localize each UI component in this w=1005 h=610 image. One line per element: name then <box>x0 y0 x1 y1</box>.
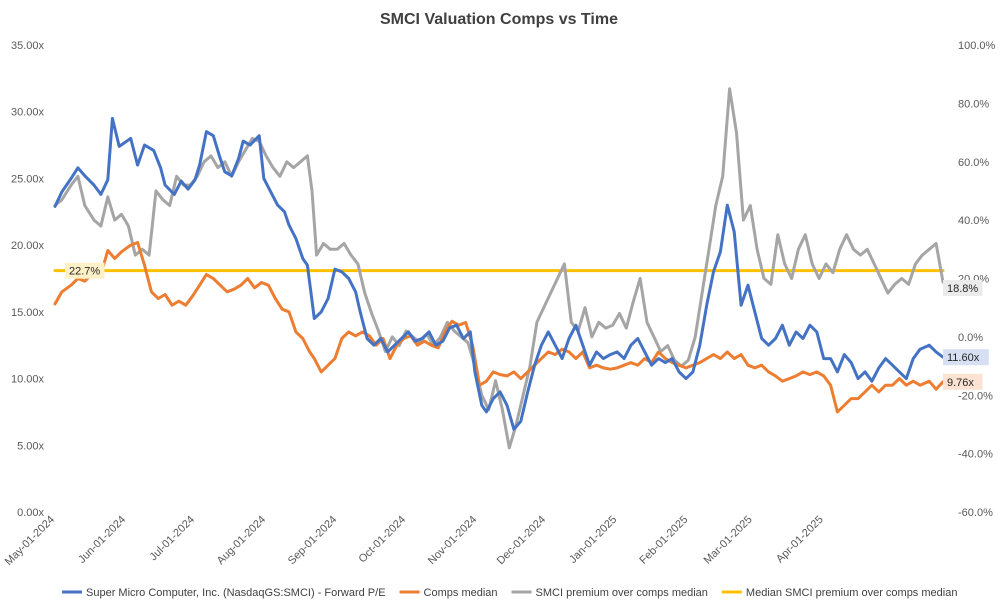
x-tick-label: Dec-01-2024 <box>495 514 548 567</box>
legend-label: Comps median <box>424 587 498 599</box>
callout-box <box>943 349 989 366</box>
x-tick-label: Sep-01-2024 <box>286 514 339 567</box>
y-right-tick-label: 100.0% <box>958 40 996 52</box>
y-left-tick-label: 10.00x <box>11 374 45 386</box>
x-axis: May-01-2024 Jun-01-2024 Jul-01-2024 Aug-01-… <box>3 514 826 568</box>
legend-label: Median SMCI premium over comps median <box>746 587 958 599</box>
callout-box <box>943 373 983 390</box>
x-tick-label: Jun-01-2024 <box>76 514 128 566</box>
y-left-tick-label: 5.00x <box>17 440 44 452</box>
y-right-tick-label: -60.0% <box>958 507 993 519</box>
y-right-tick-label: 40.0% <box>958 215 989 227</box>
callout-box <box>65 262 105 279</box>
legend-label: Super Micro Computer, Inc. (NasdaqGS:SMC… <box>86 587 386 599</box>
x-tick-label: Feb-01-2025 <box>637 514 690 567</box>
legend-item-0: Super Micro Computer, Inc. (NasdaqGS:SMC… <box>62 587 386 599</box>
series-line-1 <box>53 241 945 414</box>
callout-label: 18.8% <box>947 283 978 295</box>
x-tick-label: Oct-01-2024 <box>356 514 408 566</box>
legend-item-2: SMCI premium over comps median <box>511 587 708 599</box>
y-left-axis: 0.00x 5.00x 10.00x 15.00x 20.00x 25.00x 30.00x… <box>11 40 45 519</box>
legend-label: SMCI premium over comps median <box>536 587 708 599</box>
y-right-tick-label: 0.0% <box>958 332 983 344</box>
callout-label: 22.7% <box>69 266 100 278</box>
data-callouts: 22.7% 18.8% 11.60x 9.76x <box>65 262 989 390</box>
y-right-tick-label: -40.0% <box>958 449 993 461</box>
y-right-tick-label: 60.0% <box>958 157 989 169</box>
callout-label: 11.60x <box>947 352 980 364</box>
y-left-tick-label: 15.00x <box>11 307 45 319</box>
chart-title: SMCI Valuation Comps vs Time <box>380 11 618 28</box>
y-left-tick-label: 20.00x <box>11 240 45 252</box>
legend-item-3: Median SMCI premium over comps median <box>721 587 958 599</box>
callout-2: 11.60x <box>943 349 989 366</box>
y-right-tick-label: -20.0% <box>958 390 993 402</box>
x-tick-label: Mar-01-2025 <box>702 514 755 567</box>
x-tick-label: Jan-01-2025 <box>567 514 619 566</box>
y-left-tick-label: 0.00x <box>17 507 44 519</box>
y-left-tick-label: 30.00x <box>11 107 45 119</box>
x-tick-label: Nov-01-2024 <box>426 514 479 567</box>
x-tick-label: Jul-01-2024 <box>148 514 198 564</box>
callout-3: 9.76x <box>943 373 983 390</box>
callout-0: 22.7% <box>65 262 105 279</box>
callout-label: 9.76x <box>947 377 974 389</box>
callout-box <box>943 280 983 297</box>
series-lines <box>53 87 945 450</box>
callout-1: 18.8% <box>943 280 983 297</box>
y-right-axis: -60.0%-40.0%-20.0%0.0%20.0%40.0%60.0%80.… <box>958 40 996 519</box>
legend: Super Micro Computer, Inc. (NasdaqGS:SMC… <box>62 587 957 599</box>
y-left-tick-label: 25.00x <box>11 173 45 185</box>
x-tick-label: May-01-2024 <box>3 514 57 568</box>
x-tick-label: Aug-01-2024 <box>215 514 268 567</box>
series-line-0 <box>53 116 945 431</box>
y-left-tick-label: 35.00x <box>11 40 45 52</box>
x-tick-label: Apr-01-2025 <box>774 514 826 566</box>
y-right-tick-label: 80.0% <box>958 98 989 110</box>
legend-item-1: Comps median <box>399 587 498 599</box>
series-line-2 <box>53 87 945 450</box>
